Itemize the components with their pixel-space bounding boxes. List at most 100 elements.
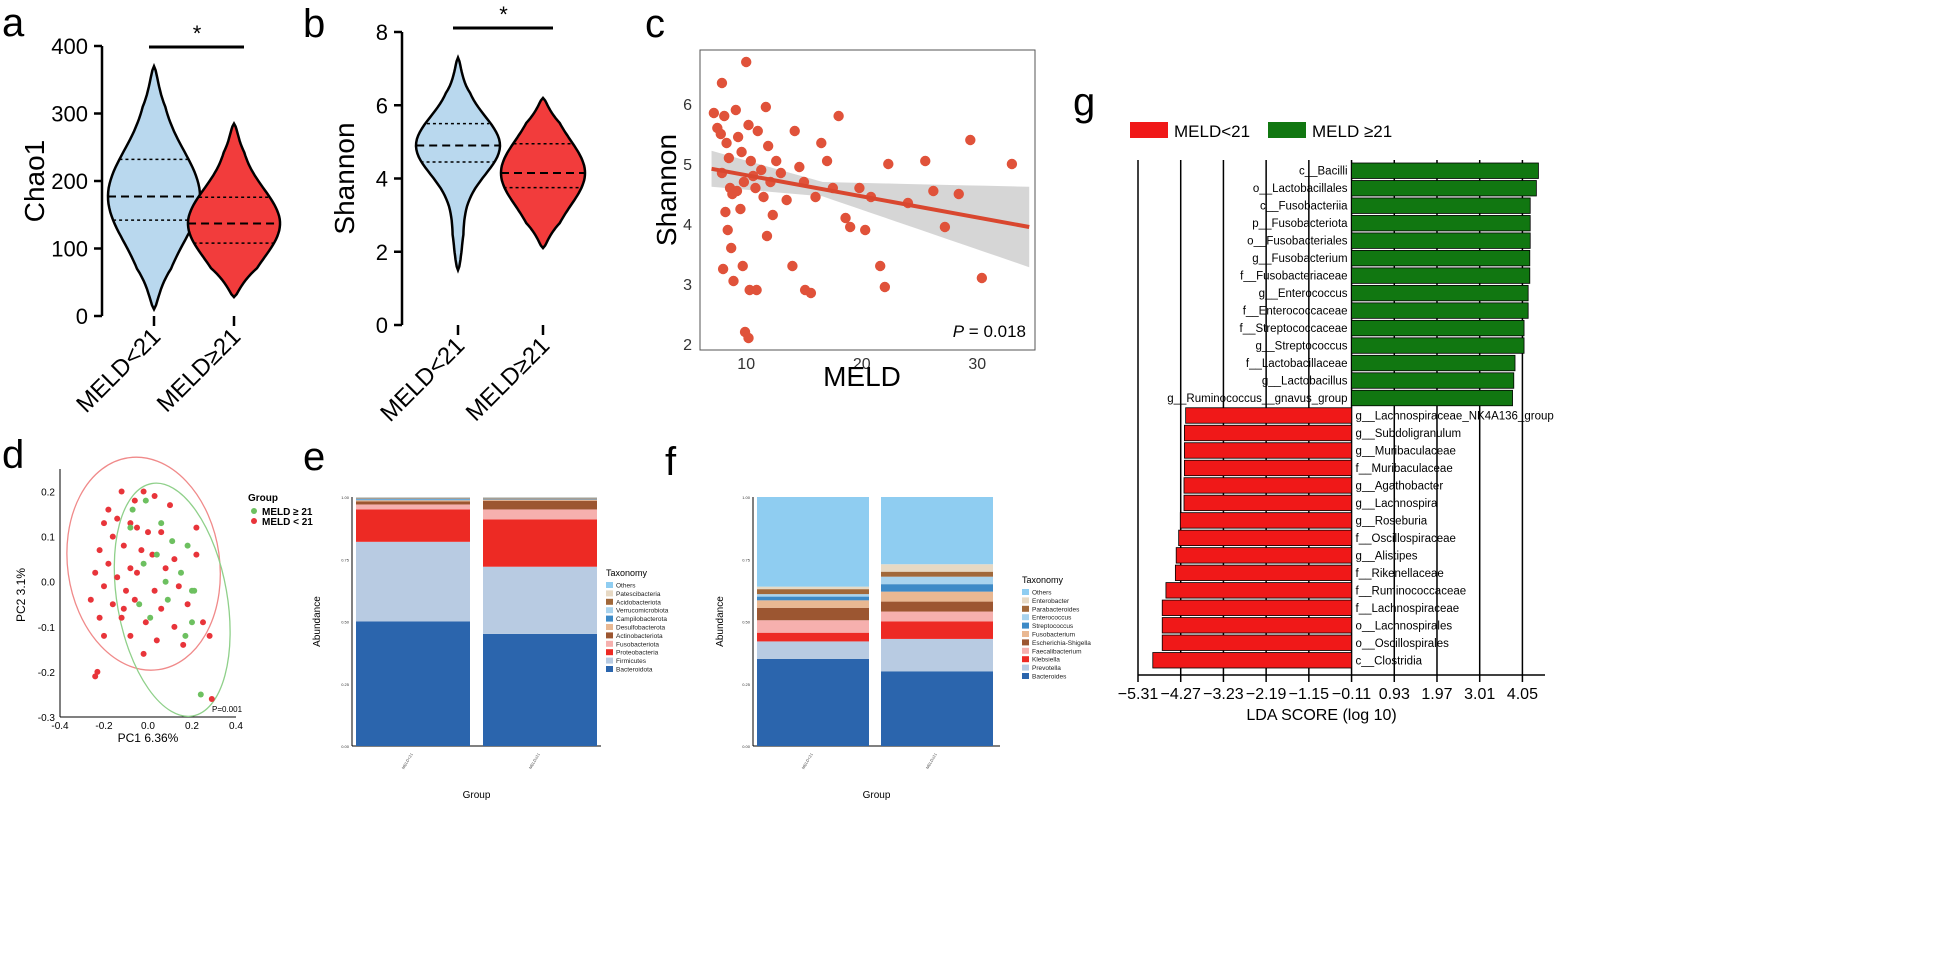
x-tick-label: −0.11 xyxy=(1332,686,1371,703)
lda-bar xyxy=(1184,478,1352,493)
y-tick-label: 0.00 xyxy=(742,744,751,749)
lda-bar-label: c__Bacilli xyxy=(1299,166,1348,178)
y-tick-label: 300 xyxy=(51,102,88,127)
pcoa-point xyxy=(171,556,177,562)
lda-bar-label: f__Enterococcaceae xyxy=(1243,306,1348,318)
lda-bar xyxy=(1184,495,1352,510)
pcoa-point xyxy=(141,561,147,567)
y-axis-label: Shannon xyxy=(651,134,682,246)
pcoa-point xyxy=(97,615,103,621)
scatter-point xyxy=(736,147,746,157)
pcoa-point xyxy=(105,561,111,567)
stack-segment-bacteroides xyxy=(881,671,993,746)
lda-bar xyxy=(1166,583,1352,598)
lda-bar xyxy=(1162,635,1351,650)
legend-swatch xyxy=(606,666,613,672)
scatter-point xyxy=(787,261,797,271)
scatter-point xyxy=(724,153,734,163)
y-axis-label: PC2 3.1% xyxy=(14,568,28,622)
stack-segment-escherichia-shigella xyxy=(757,608,869,620)
scatter-point xyxy=(732,186,742,196)
legend-label: Faecalibacterium xyxy=(1032,648,1082,655)
y-tick-label: 6 xyxy=(683,97,692,114)
legend-swatch xyxy=(1022,665,1029,671)
scatter-point xyxy=(756,165,766,175)
lda-bar-label: g__Agathobacter xyxy=(1356,480,1444,492)
lda-bar xyxy=(1184,443,1351,458)
legend-label: Others xyxy=(1032,590,1052,597)
pcoa-point xyxy=(141,489,147,495)
scatter-point xyxy=(794,162,804,172)
legend-label: Acidobacteriota xyxy=(616,599,661,606)
y-tick-label: 0.2 xyxy=(41,488,55,499)
y-tick-label: -0.2 xyxy=(38,668,56,679)
legend-label: Verrucomicrobiota xyxy=(616,608,669,615)
x-tick-label: -0.4 xyxy=(51,721,69,732)
stack-segment-bacteroides xyxy=(757,659,869,746)
scatter-point xyxy=(718,264,728,274)
lda-bar-label: g__Streptococcus xyxy=(1255,341,1347,353)
pcoa-point xyxy=(127,525,133,531)
y-axis-label: Shannon xyxy=(329,122,360,234)
scatter-point xyxy=(726,243,736,253)
scatter-point xyxy=(721,138,731,148)
pcoa-point xyxy=(193,552,199,558)
stack-segment-klebsiella xyxy=(757,633,869,642)
legend-swatch xyxy=(1022,614,1029,620)
pcoa-point xyxy=(163,579,169,585)
legend-swatch xyxy=(606,649,613,655)
scatter-point xyxy=(845,222,855,232)
pcoa-point xyxy=(132,597,138,603)
p-value-label: P=0.001 xyxy=(212,705,243,714)
scatter-point xyxy=(753,126,763,136)
pcoa-point xyxy=(171,624,177,630)
y-tick-label: 1.00 xyxy=(341,495,350,500)
pcoa-point xyxy=(176,583,182,589)
scatter-point xyxy=(750,183,760,193)
legend-swatch xyxy=(1022,623,1029,629)
y-tick-label: 2 xyxy=(683,337,692,354)
stack-segment-actinobacteriota xyxy=(483,501,597,510)
pcoa-point xyxy=(119,615,125,621)
stack-segment-proteobacteria xyxy=(483,519,597,566)
y-tick-label: 0.25 xyxy=(742,682,751,687)
stack-segment-campilobacterota xyxy=(356,499,470,500)
x-tick-label: 0.2 xyxy=(185,721,199,732)
significance-star: * xyxy=(499,2,508,27)
scatter-point xyxy=(920,156,930,166)
pcoa-point xyxy=(92,570,98,576)
x-tick-label: 3.01 xyxy=(1464,686,1495,703)
lda-bar-label: g__Lactobacillus xyxy=(1262,376,1348,388)
x-axis-label: LDA SCORE (log 10) xyxy=(1246,707,1396,724)
x-tick-label: -0.2 xyxy=(95,721,113,732)
lda-bar-label: g__Subdoligranulum xyxy=(1356,428,1462,440)
lda-bar-label: f__Oscillospiraceae xyxy=(1356,533,1456,545)
legend-swatch xyxy=(1268,122,1306,138)
stack-segment-prevotella xyxy=(757,641,869,658)
legend-label: Enterococcus xyxy=(1032,615,1072,622)
lda-bar xyxy=(1179,530,1352,545)
x-tick-label: −4.27 xyxy=(1160,686,1201,703)
pcoa-point xyxy=(110,601,116,607)
stack-segment-desulfobacterota xyxy=(356,500,470,501)
stack-segment-enterococcus xyxy=(881,577,993,584)
panel-letter: e xyxy=(303,435,325,479)
y-tick-label: 400 xyxy=(51,34,88,59)
pcoa-point xyxy=(110,534,116,540)
stack-segment-enterobacter xyxy=(881,564,993,571)
pcoa-point xyxy=(136,601,142,607)
lda-bar xyxy=(1186,408,1352,423)
legend-swatch xyxy=(606,590,613,596)
legend-label: Prevotella xyxy=(1032,665,1061,672)
pcoa-point xyxy=(198,691,204,697)
lda-bar-label: o__Fusobacteriales xyxy=(1247,236,1348,248)
panel-letter: f xyxy=(665,440,677,484)
legend-swatch xyxy=(251,518,257,524)
lda-bar-label: p__Fusobacteriota xyxy=(1252,218,1348,230)
legend-label: Actinobacteriota xyxy=(616,633,663,640)
x-tick-label: 30 xyxy=(968,356,986,373)
stack-segment-fusobacterium xyxy=(757,600,869,607)
legend-label: MELD<21 xyxy=(1174,122,1250,141)
stack-segment-firmicutes xyxy=(356,542,470,622)
